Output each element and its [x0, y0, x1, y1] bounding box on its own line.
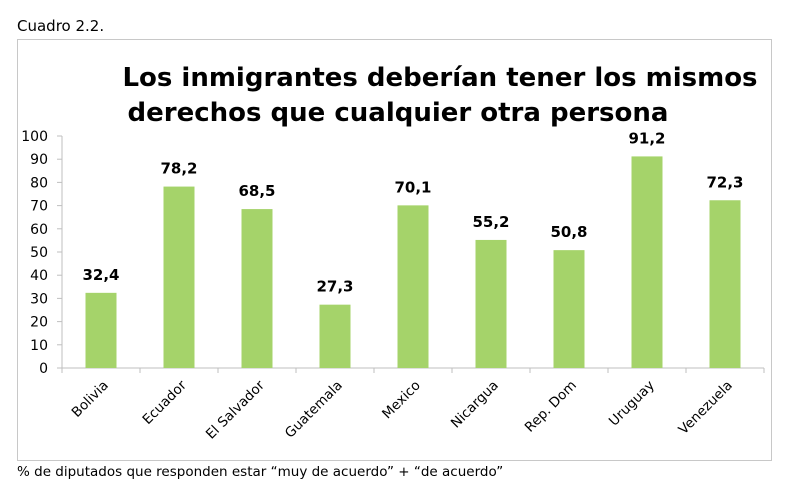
chart-frame — [17, 39, 772, 461]
y-tick-label: 20 — [30, 315, 48, 331]
category-label: Nicargua — [448, 378, 502, 432]
data-label: 55,2 — [472, 213, 509, 231]
category-label: El Salvador — [203, 377, 268, 442]
bar-nicargua — [475, 239, 507, 368]
category-label: Mexico — [379, 378, 424, 423]
y-tick-label: 60 — [30, 222, 48, 238]
data-label: 68,5 — [238, 182, 275, 200]
bar-guatemala — [319, 304, 351, 368]
y-tick-label: 0 — [39, 361, 48, 377]
figure-label: Cuadro 2.2. — [17, 17, 105, 35]
chart-title-line-2: derechos que cualquier otra persona — [128, 98, 669, 128]
bar-venezuela — [709, 200, 741, 368]
bars — [85, 156, 741, 368]
category-label: Rep. Dom — [522, 378, 580, 436]
footnote: % de diputados que responden estar “muy … — [17, 464, 504, 480]
y-tick-label: 40 — [30, 268, 48, 284]
bar-bolivia — [85, 292, 117, 368]
data-label: 27,3 — [316, 278, 353, 296]
y-tick-label: 80 — [30, 175, 48, 191]
y-tick-label: 30 — [30, 291, 48, 307]
bar-ecuador — [163, 186, 195, 368]
y-tick-label: 90 — [30, 152, 48, 168]
data-label: 91,2 — [628, 129, 665, 147]
category-label: Guatemala — [282, 378, 346, 442]
y-tick-label: 70 — [30, 199, 48, 215]
bar-el-salvador — [241, 209, 273, 368]
category-label: Ecuador — [140, 377, 191, 428]
y-tick-label: 100 — [21, 129, 48, 145]
data-label: 50,8 — [550, 223, 587, 241]
data-label: 72,3 — [706, 173, 743, 191]
bar-mexico — [397, 205, 429, 368]
category-labels: Bolivia Ecuador El Salvador Guatemala Mexico… — [69, 377, 736, 442]
category-label: Venezuela — [675, 378, 735, 438]
data-label: 32,4 — [82, 266, 119, 284]
y-tick-label: 50 — [30, 245, 48, 261]
data-label: 78,2 — [160, 160, 197, 178]
data-label: 70,1 — [394, 178, 431, 196]
data-labels: 32,4 78,2 68,5 27,3 70,1 55,2 50,8 91,2 72,3 — [82, 129, 743, 295]
chart-title-line-1: Los inmigrantes deberían tener los mismo… — [122, 63, 757, 93]
category-label: Bolivia — [69, 378, 112, 421]
y-tick-label: 10 — [30, 338, 48, 354]
bar-uruguay — [631, 156, 663, 368]
category-label: Uruguay — [606, 378, 658, 430]
bar-rep-dom — [553, 250, 585, 368]
